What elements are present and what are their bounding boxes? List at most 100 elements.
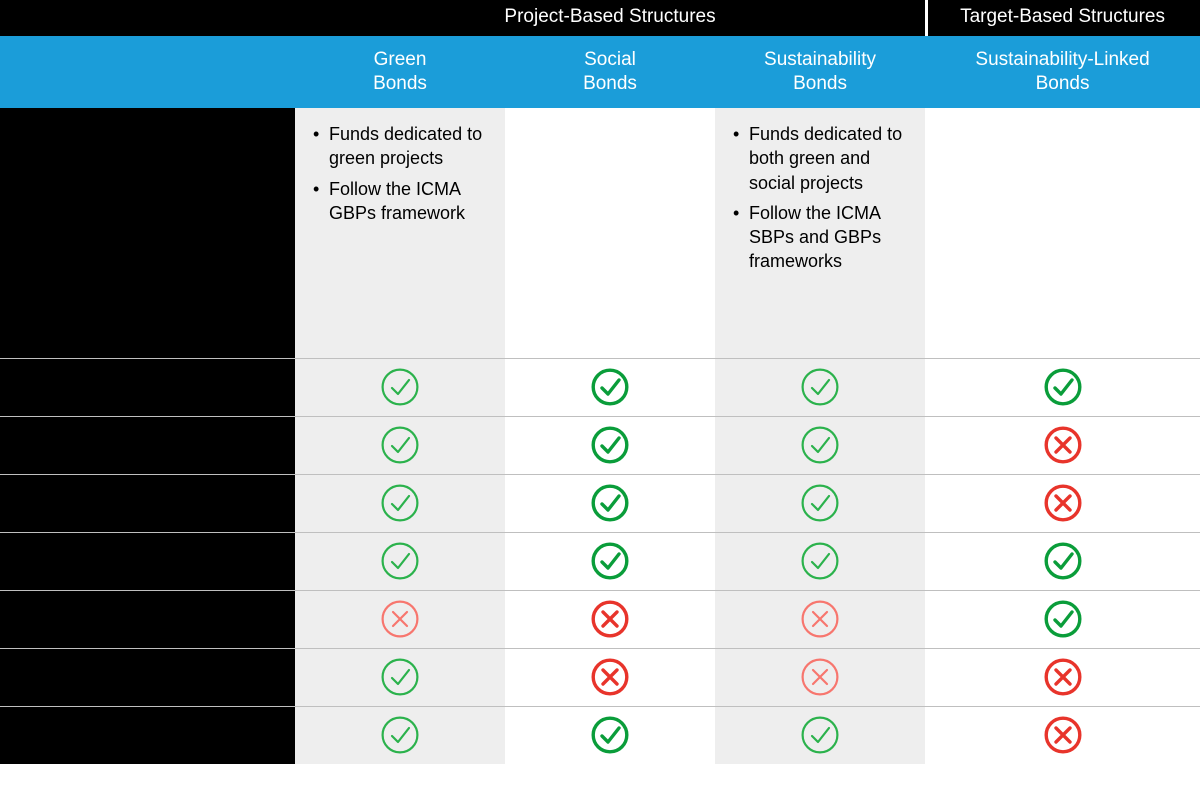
cross-icon [1044, 716, 1082, 754]
check-icon [591, 716, 629, 754]
table-row [0, 706, 1200, 764]
feature-cell-green [295, 416, 505, 474]
cross-icon [801, 658, 839, 696]
colheader-line2: Bonds [373, 73, 427, 94]
group-divider [925, 0, 928, 36]
feature-row-label [0, 416, 295, 474]
feature-cell-sust [715, 648, 925, 706]
check-icon [801, 542, 839, 580]
feature-cell-green [295, 706, 505, 764]
feature-cell-social [505, 358, 715, 416]
check-icon [381, 426, 419, 464]
feature-cell-social [505, 590, 715, 648]
check-icon [801, 368, 839, 406]
superheader-project-based: Project-Based Structures [295, 0, 925, 36]
feature-cell-sust [715, 590, 925, 648]
check-icon [381, 658, 419, 696]
feature-row-label [0, 706, 295, 764]
colheader-line1: Sustainability-Linked [975, 49, 1149, 70]
feature-cell-slb [925, 648, 1200, 706]
cross-icon [801, 600, 839, 638]
cross-icon [1044, 484, 1082, 522]
feature-cell-social [505, 532, 715, 590]
feature-cell-slb [925, 416, 1200, 474]
table-row [0, 358, 1200, 416]
colheader-line1: Green [374, 49, 427, 70]
bond-structures-table: Project-Based StructuresTarget-Based Str… [0, 0, 1200, 764]
cross-icon [591, 600, 629, 638]
check-icon [591, 426, 629, 464]
desc-cell-social [505, 108, 715, 358]
feature-cell-green [295, 648, 505, 706]
colheader-slb: Sustainability-Linked Bonds [925, 36, 1200, 108]
feature-row-label [0, 358, 295, 416]
feature-cell-sust [715, 474, 925, 532]
feature-cell-slb [925, 706, 1200, 764]
table-row [0, 532, 1200, 590]
feature-cell-sust [715, 706, 925, 764]
colheader-green: Green Bonds [295, 36, 505, 108]
feature-row-label [0, 532, 295, 590]
check-icon [591, 368, 629, 406]
desc-rowlabel-blank [0, 108, 295, 358]
cross-icon [1044, 658, 1082, 696]
desc-bullet: Funds dedicated to both green and social… [747, 122, 911, 195]
cross-icon [381, 600, 419, 638]
feature-cell-social [505, 706, 715, 764]
desc-bullet: Follow the ICMA SBPs and GBPs frameworks [747, 201, 911, 274]
feature-row-label [0, 648, 295, 706]
desc-bullets: Funds dedicated to green projects Follow … [311, 122, 491, 225]
colheader-line2: Bonds [1036, 73, 1090, 94]
feature-cell-social [505, 648, 715, 706]
table-row [0, 416, 1200, 474]
check-icon [1044, 368, 1082, 406]
check-icon [591, 542, 629, 580]
cross-icon [1044, 426, 1082, 464]
desc-bullet: Follow the ICMA GBPs framework [327, 177, 491, 226]
colheader-line1: Sustainability [764, 49, 876, 70]
feature-cell-green [295, 532, 505, 590]
feature-cell-green [295, 358, 505, 416]
table-container: Project-Based StructuresTarget-Based Str… [0, 0, 1200, 795]
feature-row-label [0, 590, 295, 648]
check-icon [381, 484, 419, 522]
feature-cell-slb [925, 358, 1200, 416]
superheader-blank [0, 0, 295, 36]
check-icon [381, 368, 419, 406]
desc-cell-green: Funds dedicated to green projects Follow … [295, 108, 505, 358]
check-icon [381, 542, 419, 580]
desc-cell-sust: Funds dedicated to both green and social… [715, 108, 925, 358]
feature-cell-green [295, 474, 505, 532]
feature-cell-slb [925, 474, 1200, 532]
check-icon [381, 716, 419, 754]
desc-cell-slb [925, 108, 1200, 358]
colheader-line2: Bonds [583, 73, 637, 94]
colheader-rowlabel-blank [0, 36, 295, 108]
colheader-social: Social Bonds [505, 36, 715, 108]
desc-bullet: Funds dedicated to green projects [327, 122, 491, 171]
feature-cell-sust [715, 532, 925, 590]
feature-cell-social [505, 474, 715, 532]
feature-cell-slb [925, 590, 1200, 648]
table-row [0, 474, 1200, 532]
table-row [0, 648, 1200, 706]
feature-cell-sust [715, 416, 925, 474]
superheader-target-based: Target-Based Structures [925, 0, 1200, 36]
check-icon [1044, 542, 1082, 580]
colheader-line2: Bonds [793, 73, 847, 94]
cross-icon [591, 658, 629, 696]
colheader-line1: Social [584, 49, 636, 70]
feature-cell-social [505, 416, 715, 474]
check-icon [801, 484, 839, 522]
check-icon [801, 426, 839, 464]
check-icon [1044, 600, 1082, 638]
feature-cell-green [295, 590, 505, 648]
desc-bullets: Funds dedicated to both green and social… [731, 122, 911, 274]
feature-cell-sust [715, 358, 925, 416]
table-row [0, 590, 1200, 648]
feature-cell-slb [925, 532, 1200, 590]
check-icon [591, 484, 629, 522]
feature-row-label [0, 474, 295, 532]
check-icon [801, 716, 839, 754]
colheader-sust: Sustainability Bonds [715, 36, 925, 108]
